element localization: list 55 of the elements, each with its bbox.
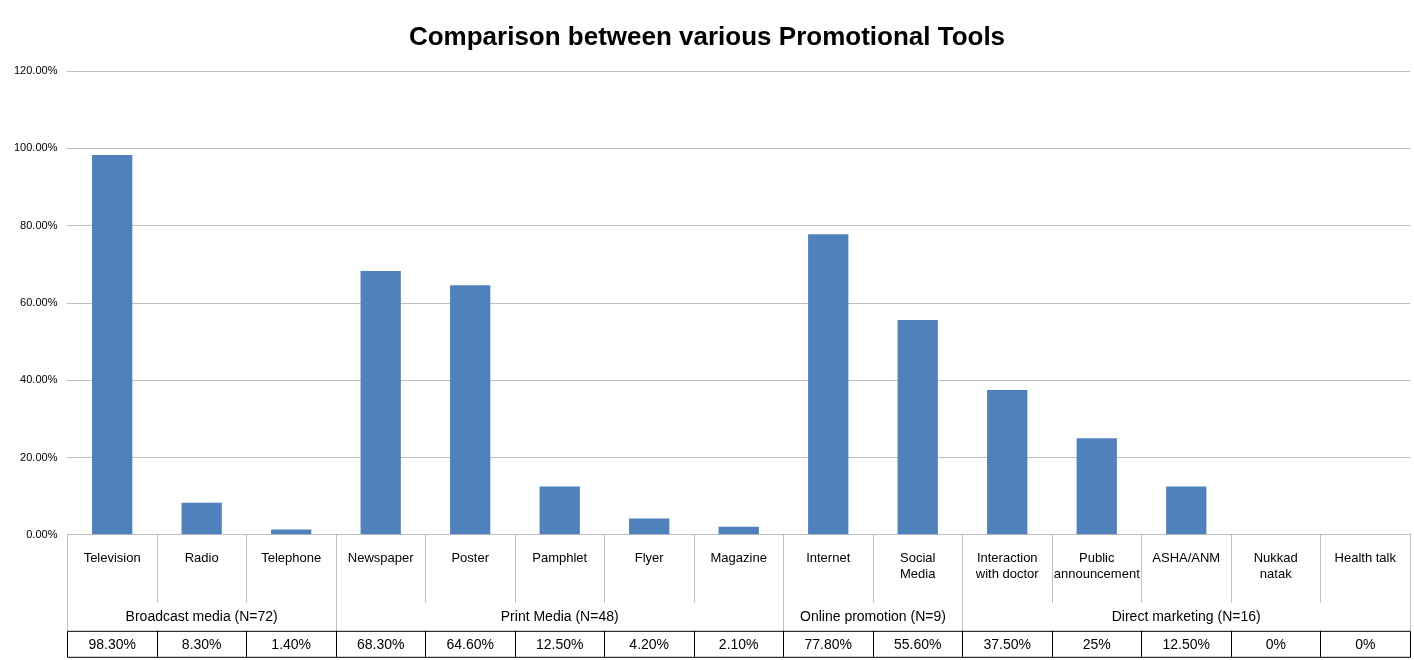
x-tick-label: ASHA/ANM xyxy=(1152,550,1221,566)
x-tick-label: Internet xyxy=(806,550,851,566)
bar xyxy=(450,285,491,535)
x-tick-label: Flyer xyxy=(634,550,665,566)
x-tick-label: Poster xyxy=(451,550,490,566)
x-tick-label: Social Media xyxy=(900,550,937,581)
data-label: 0% xyxy=(1355,635,1376,652)
data-label: 12.50% xyxy=(535,635,584,652)
bar xyxy=(360,270,401,535)
data-label: 98.30% xyxy=(88,635,136,652)
bar xyxy=(808,234,849,535)
chart-title: Comparison between various Promotional Tools xyxy=(408,20,1006,51)
data-label: 68.30% xyxy=(356,635,405,652)
bar xyxy=(897,320,938,535)
text: Online promotion (N=9) xyxy=(800,607,946,624)
bar xyxy=(987,389,1028,535)
bar xyxy=(629,518,670,535)
x-tick-label: Newspaper xyxy=(347,550,415,566)
y-tick-label: 20.00% xyxy=(20,450,58,463)
text: Print Media (N=48) xyxy=(500,607,619,624)
y-tick-label: 0.00% xyxy=(26,527,58,540)
data-label: 55.60% xyxy=(893,635,942,652)
bar xyxy=(181,502,222,535)
x-tick-label: Health talk xyxy=(1334,550,1397,566)
x-tick-label: Radio xyxy=(184,550,219,566)
x-tick-label: Nukkad natak xyxy=(1253,550,1298,581)
data-label: 1.40% xyxy=(271,635,312,652)
data-label: 2.10% xyxy=(718,635,759,652)
data-label: 77.80% xyxy=(804,635,852,652)
y-tick-label: 60.00% xyxy=(20,296,58,309)
y-tick-label: 80.00% xyxy=(20,218,58,231)
x-tick-label: Pamphlet xyxy=(532,550,588,566)
data-label: 64.60% xyxy=(446,635,494,652)
data-label: 0% xyxy=(1265,635,1286,652)
bar xyxy=(718,526,759,535)
text: Broadcast media (N=72) xyxy=(125,607,278,624)
x-tick-label: Telephone xyxy=(261,550,322,566)
x-tick-label: Magazine xyxy=(710,550,767,566)
y-tick-label: 120.00% xyxy=(13,64,58,77)
bar xyxy=(1166,486,1207,535)
x-tick-label: Interaction with doctor xyxy=(974,550,1040,581)
data-label: 4.20% xyxy=(629,635,670,652)
x-tick-label: Television xyxy=(83,550,141,566)
bar xyxy=(1076,438,1117,535)
y-tick-label: 100.00% xyxy=(13,141,58,154)
bar xyxy=(92,155,133,535)
bar xyxy=(271,529,312,535)
data-label: 12.50% xyxy=(1162,635,1210,652)
data-label: 25% xyxy=(1082,635,1111,652)
bar xyxy=(539,486,580,535)
x-tick-label: Public announcement xyxy=(1053,550,1141,581)
text: Direct marketing (N=16) xyxy=(1111,607,1261,624)
data-label: 37.50% xyxy=(983,635,1031,652)
data-label: 8.30% xyxy=(181,635,222,652)
y-tick-label: 40.00% xyxy=(20,373,58,386)
